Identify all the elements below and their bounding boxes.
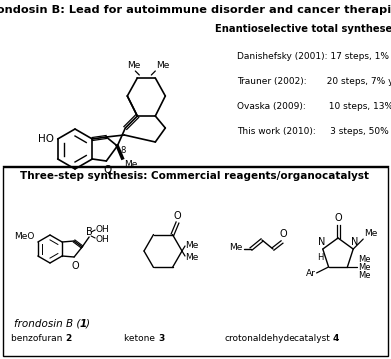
Text: H: H	[317, 253, 324, 262]
Text: Me: Me	[156, 61, 170, 70]
Text: O: O	[71, 261, 79, 271]
Text: Me: Me	[185, 252, 198, 261]
Text: O: O	[174, 210, 181, 220]
Text: Me: Me	[124, 160, 138, 169]
Text: Enantioselective total syntheses: Enantioselective total syntheses	[215, 24, 391, 34]
Text: N: N	[350, 237, 358, 247]
Text: 2: 2	[65, 334, 71, 343]
FancyBboxPatch shape	[8, 173, 191, 341]
Text: Me: Me	[359, 271, 371, 280]
Text: Me: Me	[359, 264, 371, 272]
Text: HO: HO	[38, 134, 54, 144]
Text: Me: Me	[364, 229, 378, 238]
Text: N: N	[318, 237, 325, 247]
Text: O: O	[334, 213, 342, 223]
Text: OH: OH	[95, 234, 109, 243]
Text: benzofuran: benzofuran	[11, 334, 65, 343]
Text: 3: 3	[158, 334, 164, 343]
Text: ): )	[86, 319, 90, 329]
Text: Trauner (2002):       20 steps, 7% yield: Trauner (2002): 20 steps, 7% yield	[237, 77, 391, 86]
Text: Ovaska (2009):        10 steps, 13% yield: Ovaska (2009): 10 steps, 13% yield	[237, 102, 391, 111]
Text: Frondosin B: Lead for autoimmune disorder and cancer therapies: Frondosin B: Lead for autoimmune disorde…	[0, 5, 391, 15]
Text: Me: Me	[127, 61, 141, 70]
Text: 1: 1	[80, 319, 87, 329]
Text: Ar: Ar	[306, 270, 316, 279]
Text: ketone: ketone	[124, 334, 158, 343]
Text: O: O	[103, 165, 111, 175]
Text: Three-step synthesis: Commercial reagents/organocatalyst: Three-step synthesis: Commercial reagent…	[20, 171, 369, 181]
Text: This work (2010):     3 steps, 50% yield: This work (2010): 3 steps, 50% yield	[237, 127, 391, 136]
Text: MeO: MeO	[14, 232, 35, 241]
FancyBboxPatch shape	[3, 167, 388, 356]
Text: O: O	[279, 229, 287, 239]
Text: B: B	[86, 227, 93, 237]
Text: Danishefsky (2001): 17 steps, 1% yield: Danishefsky (2001): 17 steps, 1% yield	[237, 52, 391, 61]
Text: Me: Me	[359, 256, 371, 265]
FancyArrowPatch shape	[197, 216, 230, 232]
Text: crotonaldehyde: crotonaldehyde	[224, 334, 296, 343]
Text: Me: Me	[185, 241, 198, 250]
Text: 8: 8	[120, 146, 126, 155]
Text: catalyst: catalyst	[294, 334, 333, 343]
Text: OH: OH	[95, 224, 109, 233]
Text: frondosin B (: frondosin B (	[14, 319, 80, 329]
Text: Me: Me	[230, 242, 243, 252]
Text: 4: 4	[333, 334, 339, 343]
